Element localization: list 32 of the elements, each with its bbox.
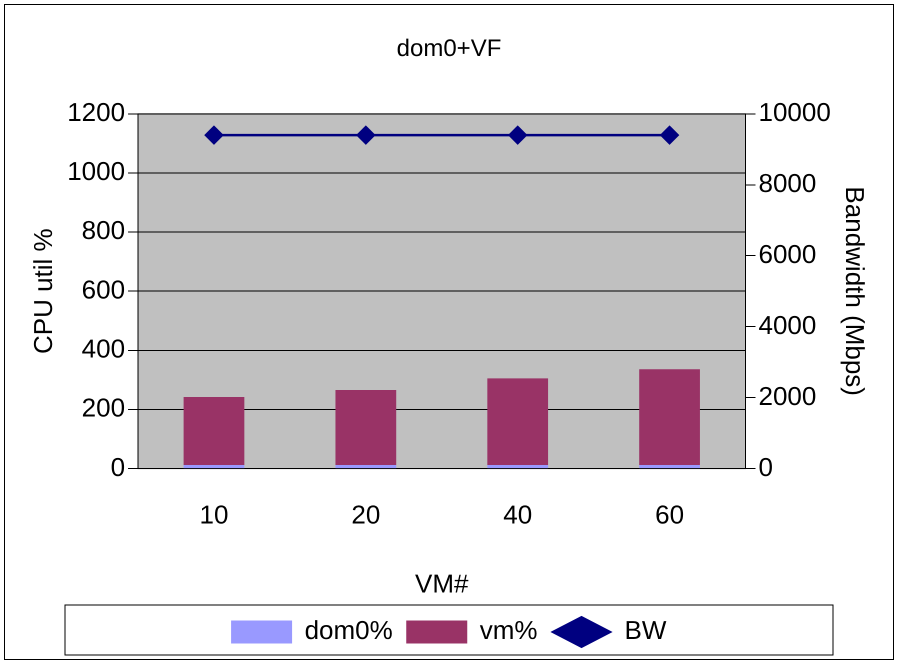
bar: [487, 465, 548, 468]
bar: [184, 465, 244, 468]
legend-label: dom0%: [304, 615, 393, 646]
y2-tick-label: 6000: [758, 238, 816, 269]
y-tick-label: 200: [82, 392, 126, 423]
y2-tick-label: 8000: [758, 168, 816, 198]
x-tick-label: 40: [503, 499, 532, 530]
bar: [639, 369, 700, 466]
x-axis-title: VM#: [415, 568, 470, 599]
y-tick-label: 0: [110, 452, 126, 482]
legend-label: BW: [624, 615, 667, 646]
chart-title: dom0+VF: [396, 35, 502, 62]
y2-tick-label: 0: [758, 452, 773, 482]
legend-label: vm%: [480, 615, 538, 646]
y-tick-label: 1200: [67, 96, 126, 127]
y-tick-label: 600: [82, 274, 126, 304]
y2-axis-title: Bandwidth (Mbps): [840, 186, 870, 396]
y2-tick-label: 2000: [758, 380, 816, 411]
bar: [335, 465, 396, 468]
y-tick-label: 1000: [67, 156, 126, 186]
bar: [335, 390, 396, 466]
bar: [487, 378, 548, 466]
bar: [184, 397, 244, 466]
y-tick-label: 400: [82, 334, 126, 364]
x-tick-label: 60: [655, 499, 684, 530]
y2-tick-label: 4000: [758, 310, 816, 340]
y-tick-label: 800: [82, 215, 126, 246]
bar: [639, 465, 700, 468]
x-tick-label: 20: [351, 499, 380, 530]
y2-tick-label: 10000: [758, 96, 831, 127]
y-axis-title: CPU util %: [28, 228, 58, 354]
x-tick-label: 10: [200, 499, 228, 530]
